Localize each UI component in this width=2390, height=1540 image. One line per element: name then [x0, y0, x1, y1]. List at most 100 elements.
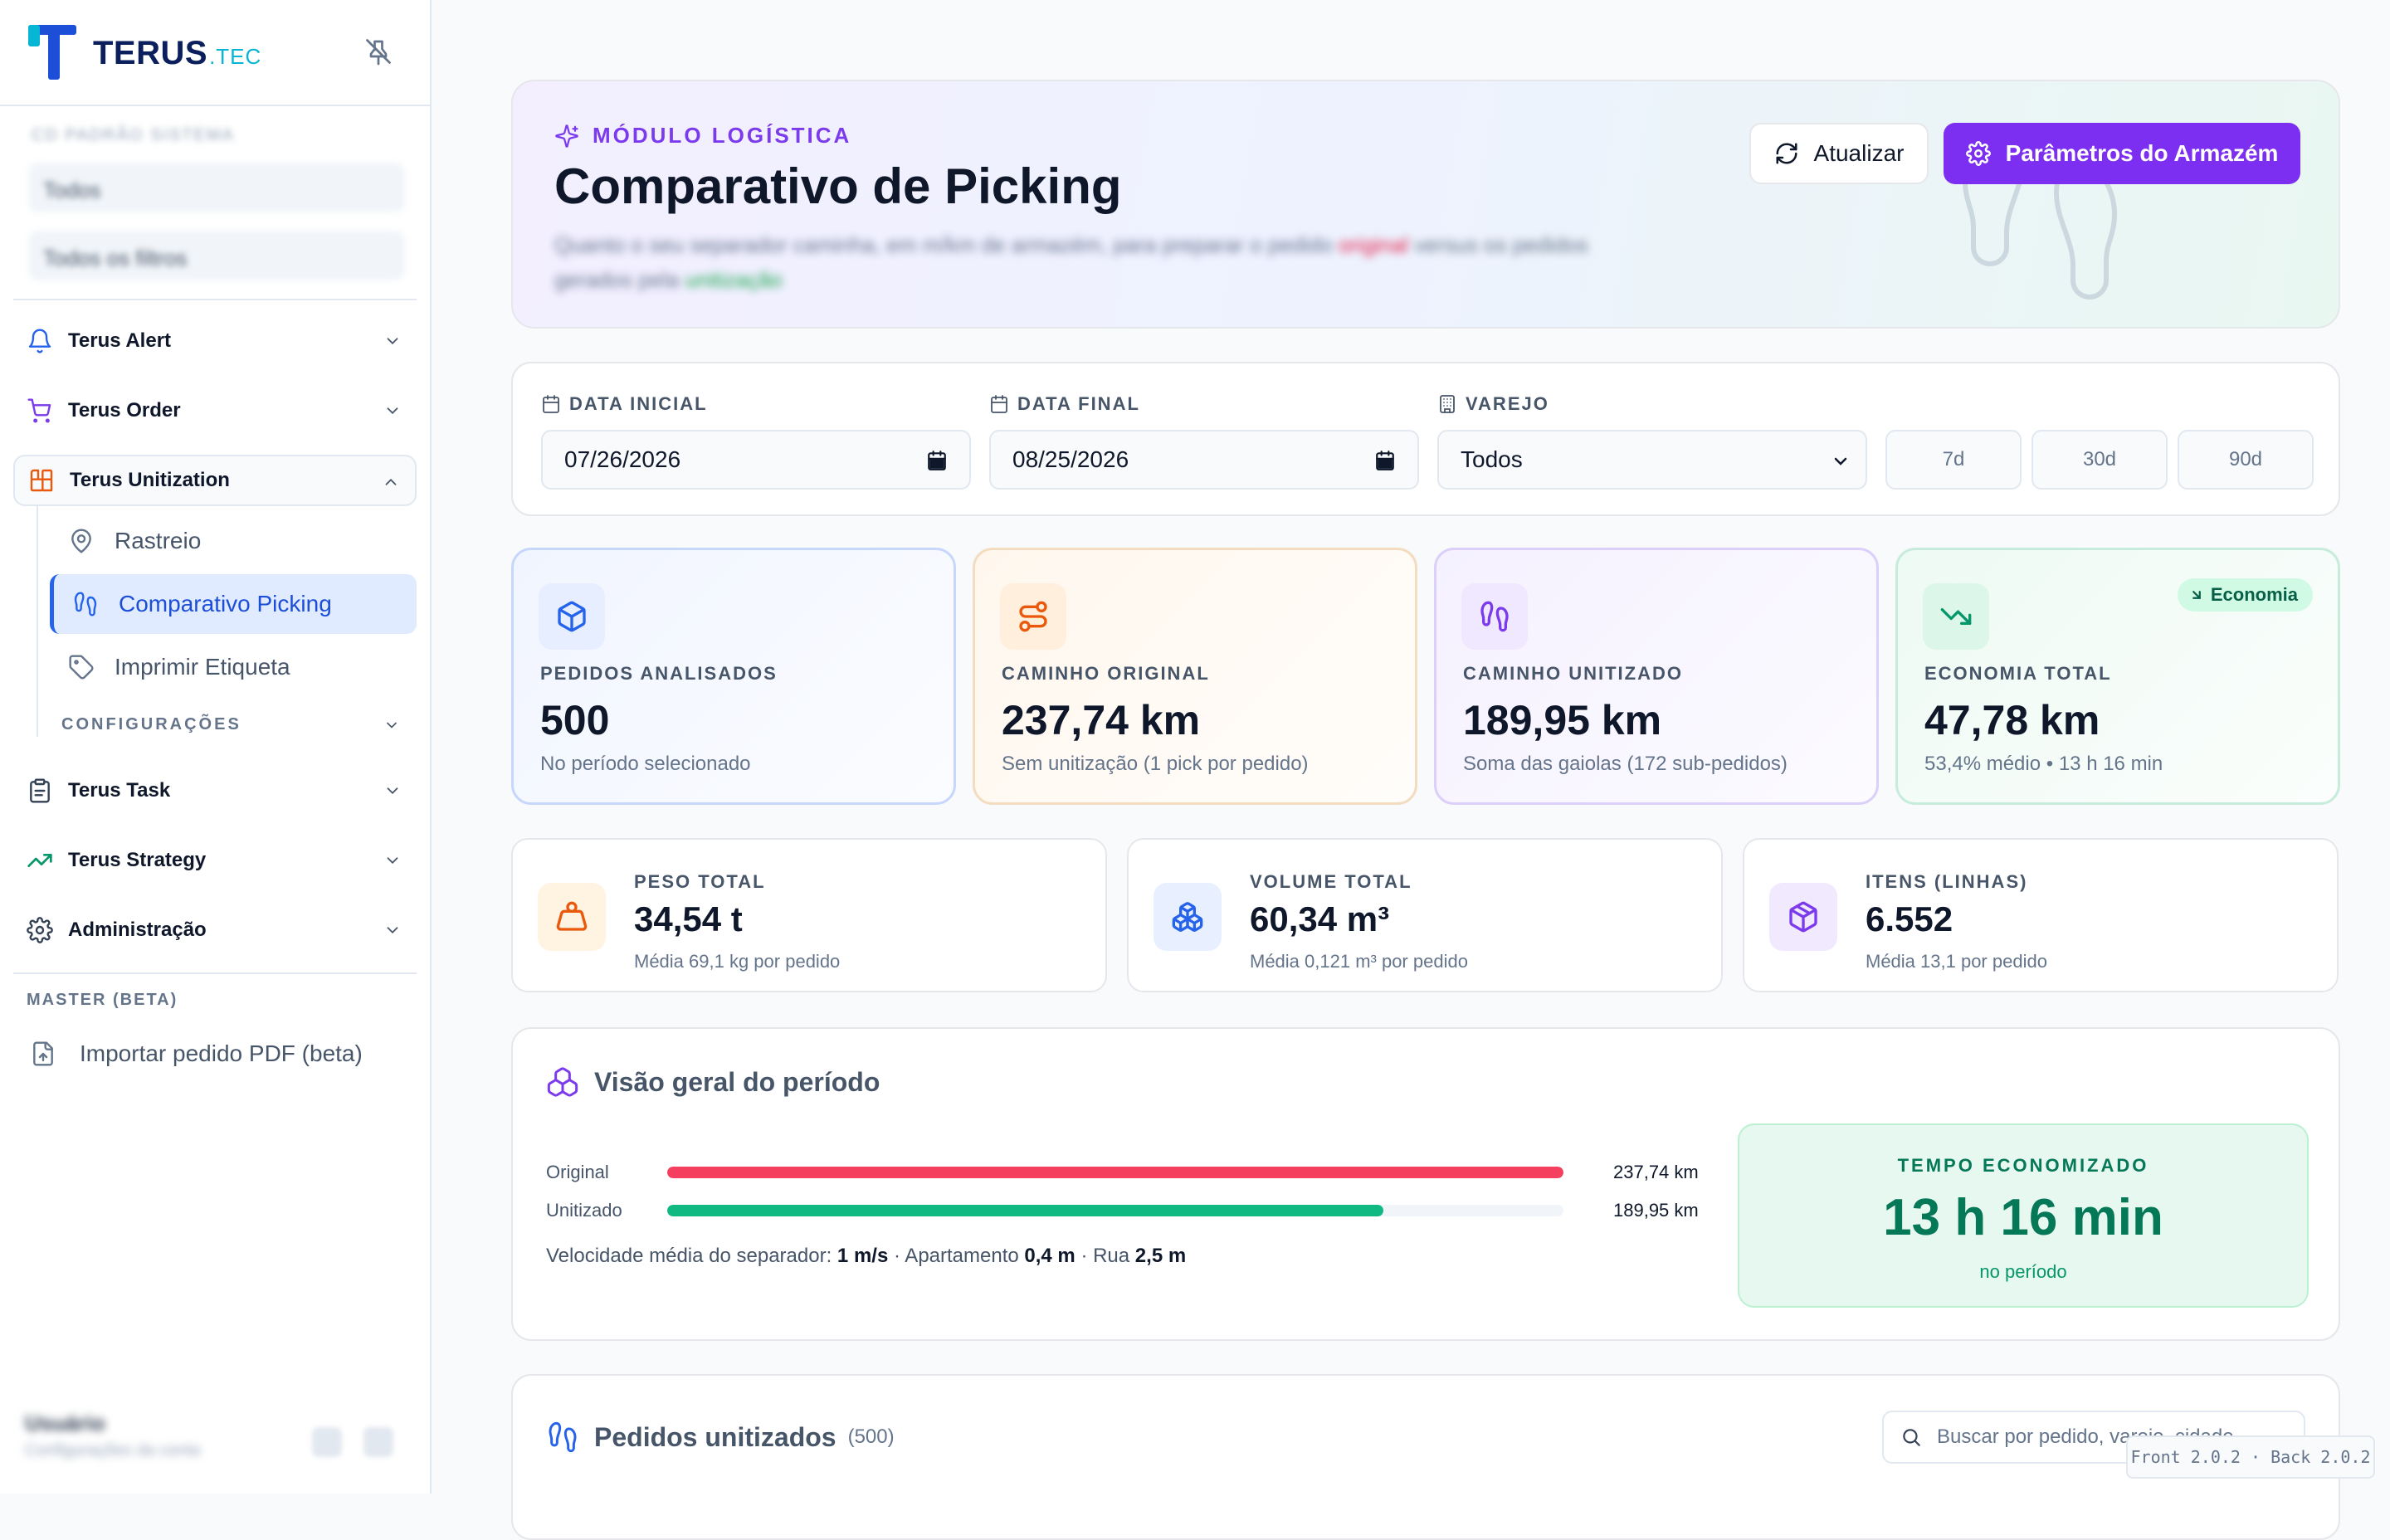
retail-select-value: Todos [1461, 446, 1523, 472]
nav-group-terus-order[interactable]: Terus Order [13, 385, 417, 436]
nav-group-terus-strategy[interactable]: Terus Strategy [13, 835, 417, 886]
stat-label: VOLUME TOTAL [1250, 871, 1412, 892]
cube-icon [1172, 902, 1203, 932]
calendar-icon [543, 395, 559, 413]
overview-title: Visão geral do período [546, 1065, 880, 1099]
weight-icon [556, 901, 588, 931]
nav-group-terus-task[interactable]: Terus Task [13, 765, 417, 816]
stat-value: 34,54 t [634, 899, 743, 938]
nav-item-label: Importar pedido PDF (beta) [80, 1040, 363, 1066]
stat-value: 6.552 [1866, 899, 1953, 938]
orders-title-text: Pedidos unitizados [594, 1421, 836, 1452]
page-header: MÓDULO LOGÍSTICA Comparativo de Picking … [511, 80, 2340, 329]
kpi-label: PEDIDOS ANALISADOS [540, 663, 778, 684]
end-date-input[interactable]: 08/25/2026 [989, 430, 1419, 490]
kpi-subtext: 53,4% médio • 13 h 16 min [1924, 753, 2163, 775]
nav-group-terus-alert[interactable]: Terus Alert [13, 315, 417, 367]
logo-brand: TERUS [93, 35, 208, 71]
chevron-down-icon [387, 787, 398, 795]
sidebar: TERUS.TEC CD PADRÃO SISTEMA Todos Todos … [0, 0, 432, 1494]
filter-select[interactable]: Todos os filtros [28, 231, 405, 280]
bell-icon [28, 329, 51, 353]
range-7d-button[interactable]: 7d [1885, 430, 2022, 490]
user-profile[interactable]: Usuário Configurações da conta [25, 1411, 200, 1460]
cart-icon [27, 398, 51, 423]
gear-icon [27, 917, 53, 943]
stat-subtext: Média 69,1 kg por pedido [634, 951, 841, 972]
page-description: Quanto o seu separador caminha, em m/km … [554, 227, 1633, 297]
kpi-card-original-path: CAMINHO ORIGINAL 237,74 km Sem unitizaçã… [973, 548, 1417, 805]
nav-group-administracao[interactable]: Administração [13, 904, 417, 956]
time-saved-value: 13 h 16 min [1883, 1189, 2163, 1246]
nav-item-import-pdf[interactable]: Importar pedido PDF (beta) [30, 1029, 363, 1079]
unpin-sidebar-button[interactable] [363, 37, 398, 71]
page-title: Comparativo de Picking [554, 158, 1122, 214]
trending-down-icon [1940, 608, 1972, 625]
version-badge: Front 2.0.2 · Back 2.0.2 [2126, 1435, 2375, 1479]
center-select[interactable]: Todos [28, 163, 405, 212]
kpi-card-unitized-path: CAMINHO UNITIZADO 189,95 km Soma das gai… [1434, 548, 1879, 805]
range-90d-button[interactable]: 90d [2178, 430, 2314, 490]
user-role: Configurações da conta [25, 1441, 201, 1460]
chevron-down-icon [387, 722, 397, 729]
sparkles-icon [555, 124, 578, 148]
nav-item-imprimir-etiqueta[interactable]: Imprimir Etiqueta [50, 637, 417, 697]
bar-label-original: Original [546, 1162, 609, 1182]
calendar-picker-icon[interactable] [926, 450, 948, 471]
filters-card: DATA INICIAL 07/26/2026 DATA FINAL 08/25… [511, 362, 2340, 516]
range-30d-button[interactable]: 30d [2032, 430, 2168, 490]
desc-highlight-red: original [1339, 232, 1408, 257]
params-label: Parâmetros do Armazém [2005, 140, 2279, 166]
bar-fill-unitized [667, 1205, 1383, 1216]
config-section-toggle[interactable]: CONFIGURAÇÕES [61, 715, 241, 733]
refresh-label: Atualizar [1813, 140, 1905, 166]
logout-icon[interactable] [312, 1427, 342, 1457]
bar-track-unitized [667, 1205, 1563, 1216]
street-value: 2,5 m [1134, 1245, 1187, 1267]
desc-part: Quanto o seu separador caminha, em m/km … [554, 232, 1333, 257]
time-saved-subtext: no período [1979, 1261, 2067, 1282]
stat-card-weight: PESO TOTAL 34,54 t Média 69,1 kg por ped… [511, 838, 1107, 992]
refresh-button[interactable]: Atualizar [1749, 123, 1929, 184]
orders-count: (500) [847, 1425, 895, 1448]
overview-title-text: Visão geral do período [594, 1066, 880, 1097]
calendar-picker-icon[interactable] [1374, 450, 1396, 471]
bar-track-original [667, 1167, 1563, 1178]
speed-prefix: Velocidade média do separador: [546, 1245, 832, 1267]
kpi-value: 189,95 km [1463, 697, 1662, 743]
footprints-icon [74, 592, 97, 616]
chevron-down-icon [1834, 457, 1847, 465]
blocks-icon [30, 469, 53, 492]
bar-fill-original [667, 1167, 1563, 1178]
stat-label: ITENS (LINHAS) [1866, 871, 2028, 892]
module-kicker: MÓDULO LOGÍSTICA [554, 123, 851, 149]
start-date-input[interactable]: 07/26/2026 [541, 430, 971, 490]
boxes-icon [547, 1067, 578, 1097]
stat-icon-box [1154, 883, 1222, 951]
retail-select[interactable]: Todos [1437, 430, 1867, 490]
stat-card-items: ITENS (LINHAS) 6.552 Média 13,1 por pedi… [1743, 838, 2339, 992]
nav-group-label: Terus Unitization [70, 469, 230, 491]
kpi-value: 47,78 km [1924, 697, 2100, 743]
footprints-icon [549, 1421, 577, 1453]
kpi-icon-box [1923, 583, 1989, 650]
bar-value-original: 237,74 km [1613, 1162, 1699, 1182]
kpi-icon-box [1000, 583, 1066, 650]
stat-value: 60,34 m³ [1250, 899, 1390, 938]
apt-prefix: · Apartamento [893, 1245, 1019, 1267]
stat-icon-box [1769, 883, 1837, 951]
speed-value: 1 m/s [836, 1245, 889, 1267]
orders-title: Pedidos unitizados (500) [546, 1421, 895, 1454]
kpi-subtext: Soma das gaiolas (172 sub-pedidos) [1463, 753, 1788, 775]
warehouse-params-button[interactable]: Parâmetros do Armazém [1944, 123, 2300, 184]
nav-item-comparativo-picking[interactable]: Comparativo Picking [50, 574, 417, 634]
nav-group-terus-unitization[interactable]: Terus Unitization [13, 455, 417, 506]
nav-item-rastreio[interactable]: Rastreio [50, 511, 417, 571]
nav-group-label: Terus Alert [68, 329, 172, 352]
theme-toggle-icon[interactable] [363, 1427, 393, 1457]
street-prefix: · Rua [1080, 1245, 1130, 1267]
master-section-label: MASTER (BETA) [27, 991, 178, 1009]
nav-group-label: Terus Task [68, 779, 171, 802]
map-pin-icon [71, 529, 91, 553]
bar-label-unitized: Unitizado [546, 1200, 622, 1221]
